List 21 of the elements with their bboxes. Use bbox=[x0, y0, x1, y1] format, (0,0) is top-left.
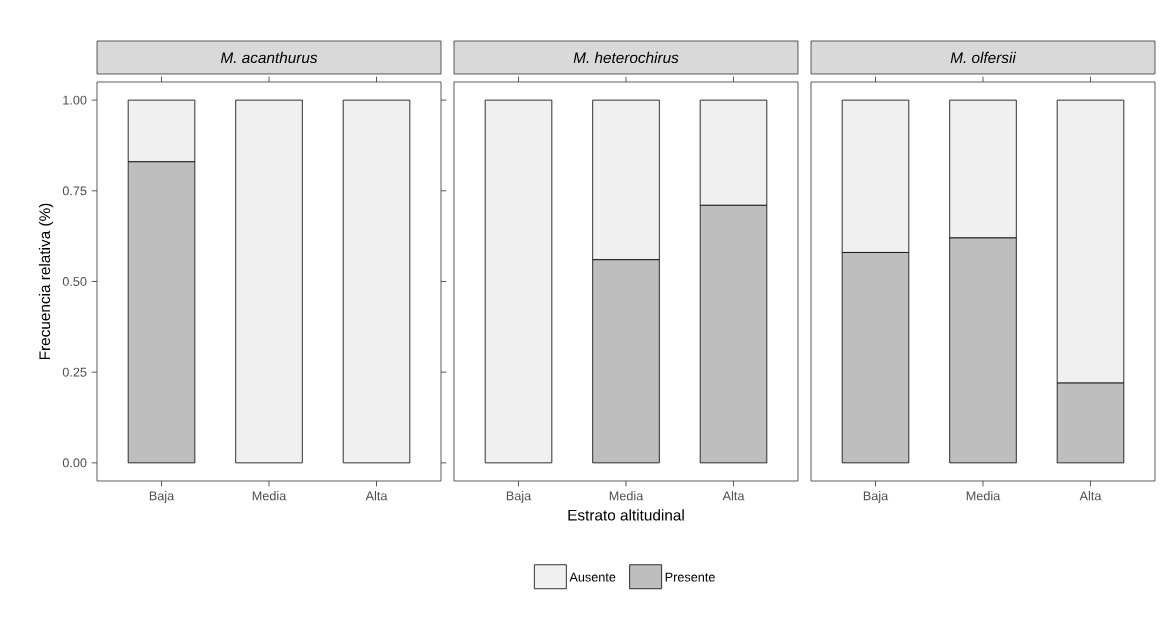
x-tick-label: Baja bbox=[863, 491, 889, 503]
chart-title: M. heterochirus bbox=[573, 51, 679, 64]
x-axis-title: Estrato altitudinal bbox=[568, 509, 684, 521]
x-tick-label: Baja bbox=[149, 491, 175, 503]
legend-label: Ausente bbox=[569, 572, 616, 582]
y-tick-label: 0.00 bbox=[62, 458, 87, 468]
x-tick-label: Alta bbox=[1079, 491, 1102, 501]
chart-title: M. acanthurus bbox=[220, 51, 318, 64]
legend-label: Presente bbox=[665, 572, 715, 582]
y-tick-label: 0.50 bbox=[62, 277, 87, 286]
x-tick-label: Media bbox=[609, 491, 644, 501]
y-tick-label: 0.75 bbox=[62, 186, 87, 196]
y-axis-title: Frecuencia relativa (%) bbox=[38, 203, 54, 360]
y-tick-label: 0.25 bbox=[62, 367, 87, 377]
chart-title: M. olfersii bbox=[950, 51, 1017, 64]
x-tick-label: Baja bbox=[506, 491, 532, 503]
x-tick-label: Alta bbox=[365, 491, 388, 501]
x-tick-label: Media bbox=[252, 491, 287, 501]
y-tick-label: 1.00 bbox=[63, 95, 87, 105]
x-tick-label: Media bbox=[966, 491, 1001, 501]
x-tick-label: Alta bbox=[722, 491, 745, 501]
